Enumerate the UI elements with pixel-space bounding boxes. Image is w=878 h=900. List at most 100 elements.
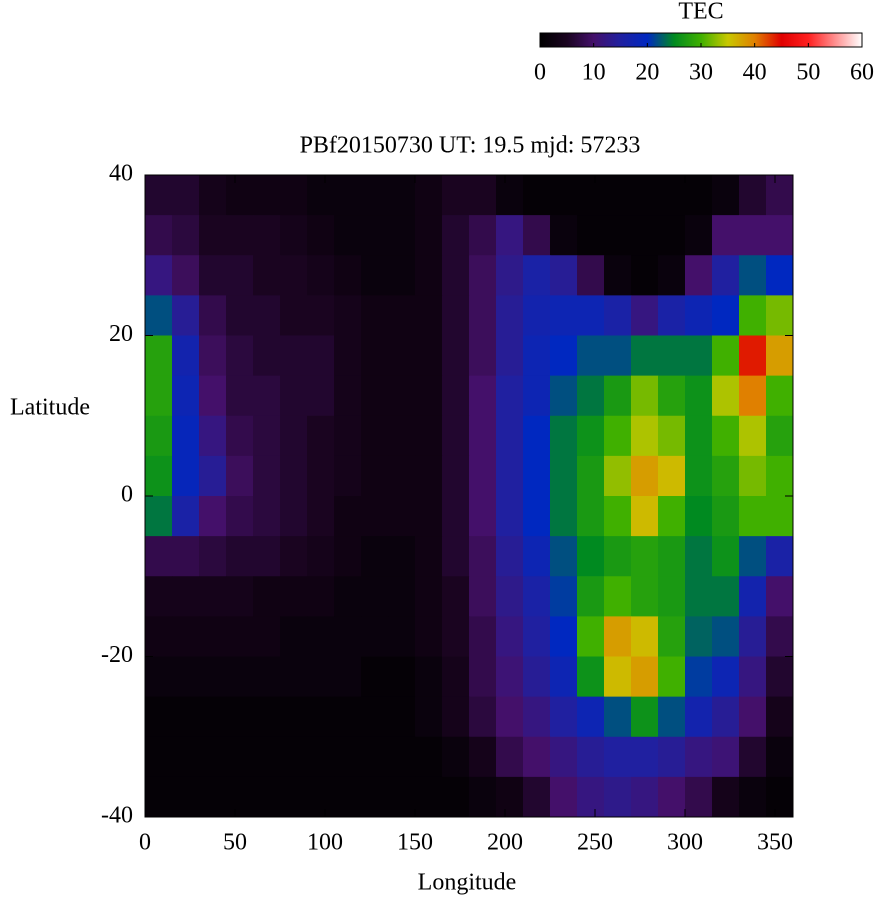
heat-cell <box>415 576 443 617</box>
heat-cell <box>523 335 551 377</box>
heat-cell <box>145 656 173 698</box>
heat-cell <box>280 616 308 657</box>
heat-cell <box>334 536 362 577</box>
heat-cell <box>388 415 416 457</box>
heat-cell <box>307 536 335 577</box>
heat-cell <box>226 616 254 657</box>
heat-cell <box>523 215 551 256</box>
heat-cell <box>307 576 335 617</box>
heat-cell <box>469 536 497 577</box>
heat-cell <box>442 576 470 617</box>
heat-cell <box>631 375 659 417</box>
heat-cell <box>469 496 497 537</box>
y-axis-label: Latitude <box>10 395 90 421</box>
heat-cell <box>334 295 362 336</box>
heat-cell <box>334 496 362 537</box>
heat-cell <box>145 295 173 336</box>
heat-cell <box>307 455 335 497</box>
heat-cell <box>604 576 632 617</box>
heat-cell <box>604 696 632 738</box>
heat-cell <box>658 455 686 497</box>
heat-cell <box>577 175 605 216</box>
heat-cell <box>658 295 686 336</box>
heat-cell <box>523 576 551 617</box>
heat-cell <box>631 175 659 216</box>
heat-cell <box>712 736 740 778</box>
heat-cell <box>253 696 281 738</box>
heat-cell <box>199 215 227 256</box>
heat-cell <box>442 696 470 738</box>
heat-cell <box>415 295 443 336</box>
heat-cell <box>415 375 443 417</box>
heat-cell <box>712 215 740 256</box>
heat-cell <box>712 576 740 617</box>
heat-cell <box>712 175 740 216</box>
heat-cell <box>550 776 578 818</box>
heat-cell <box>631 496 659 537</box>
heat-cell <box>739 656 767 698</box>
heat-cell <box>739 375 767 417</box>
heat-cell <box>739 576 767 617</box>
heat-cell <box>604 255 632 296</box>
heat-cell <box>766 375 794 417</box>
heat-cell <box>307 736 335 778</box>
heat-cell <box>172 776 200 818</box>
heat-cell <box>280 656 308 698</box>
heat-cell <box>253 175 281 216</box>
heat-cell <box>361 375 389 417</box>
heat-cell <box>415 696 443 738</box>
x-tick-label: 100 <box>307 830 343 856</box>
heat-cell <box>388 536 416 577</box>
heat-cell <box>631 616 659 657</box>
heat-cell <box>415 496 443 537</box>
y-tick-label: -40 <box>101 803 133 829</box>
heat-cell <box>712 415 740 457</box>
heat-cell <box>253 656 281 698</box>
heat-cell <box>577 656 605 698</box>
heat-cell <box>226 736 254 778</box>
heat-cell <box>577 375 605 417</box>
heat-cell <box>280 335 308 377</box>
heat-cell <box>523 736 551 778</box>
heat-cell <box>442 616 470 657</box>
heat-cell <box>685 656 713 698</box>
heat-cell <box>577 696 605 738</box>
heat-cell <box>199 496 227 537</box>
heat-cell <box>550 736 578 778</box>
heat-cell <box>631 215 659 256</box>
heat-cell <box>469 175 497 216</box>
heat-cell <box>334 656 362 698</box>
heat-cell <box>739 295 767 336</box>
heat-cell <box>577 576 605 617</box>
heat-cell <box>766 255 794 296</box>
heat-cell <box>172 536 200 577</box>
heat-cell <box>415 736 443 778</box>
heat-cell <box>766 656 794 698</box>
heat-cell <box>469 295 497 336</box>
y-tick-label: -20 <box>101 642 133 668</box>
heat-cell <box>334 696 362 738</box>
heat-cell <box>280 215 308 256</box>
heat-cell <box>199 576 227 617</box>
heat-cell <box>145 536 173 577</box>
heat-cell <box>253 295 281 336</box>
heat-cell <box>550 215 578 256</box>
heat-cell <box>658 736 686 778</box>
heat-cell <box>469 335 497 377</box>
heat-cell <box>739 696 767 738</box>
heat-cell <box>280 776 308 818</box>
heat-cell <box>442 496 470 537</box>
heat-cell <box>604 656 632 698</box>
heat-cell <box>577 736 605 778</box>
heat-cell <box>334 335 362 377</box>
heat-cell <box>739 255 767 296</box>
heat-cell <box>685 576 713 617</box>
heat-cell <box>604 415 632 457</box>
heat-cell <box>766 215 794 256</box>
heat-cell <box>199 455 227 497</box>
heat-cell <box>253 215 281 256</box>
heat-cell <box>226 536 254 577</box>
heat-cell <box>172 175 200 216</box>
heat-cell <box>280 696 308 738</box>
heat-cell <box>496 496 524 537</box>
